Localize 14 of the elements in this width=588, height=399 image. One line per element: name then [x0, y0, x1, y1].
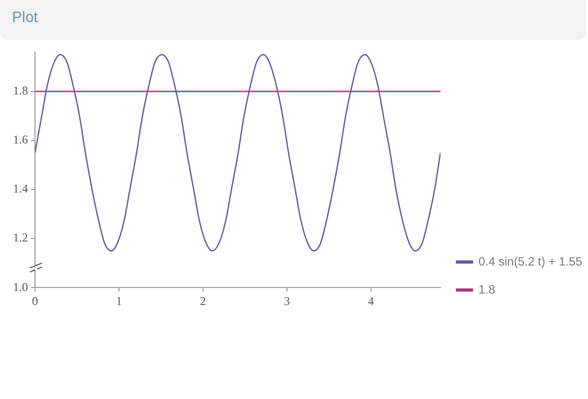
- y-tick-label: 1.6: [13, 132, 28, 147]
- legend-label: 1.8: [478, 282, 496, 296]
- x-tick-label: 4: [368, 294, 374, 308]
- y-tick-label: 1.0: [13, 280, 28, 294]
- x-tick-label: 2: [200, 294, 206, 308]
- x-tick-label: 3: [284, 294, 290, 308]
- chart-title: Plot: [0, 0, 586, 40]
- x-tick-label: 0: [32, 294, 38, 308]
- legend-label: 0.4 sin(5.2 t) + 1.55: [478, 254, 583, 268]
- y-tick-label: 1.8: [13, 84, 28, 98]
- y-tick-label: 1.2: [13, 230, 28, 245]
- y-tick-label: 1.4: [13, 182, 28, 196]
- x-tick-label: 1: [116, 294, 122, 308]
- line-series: [35, 54, 440, 252]
